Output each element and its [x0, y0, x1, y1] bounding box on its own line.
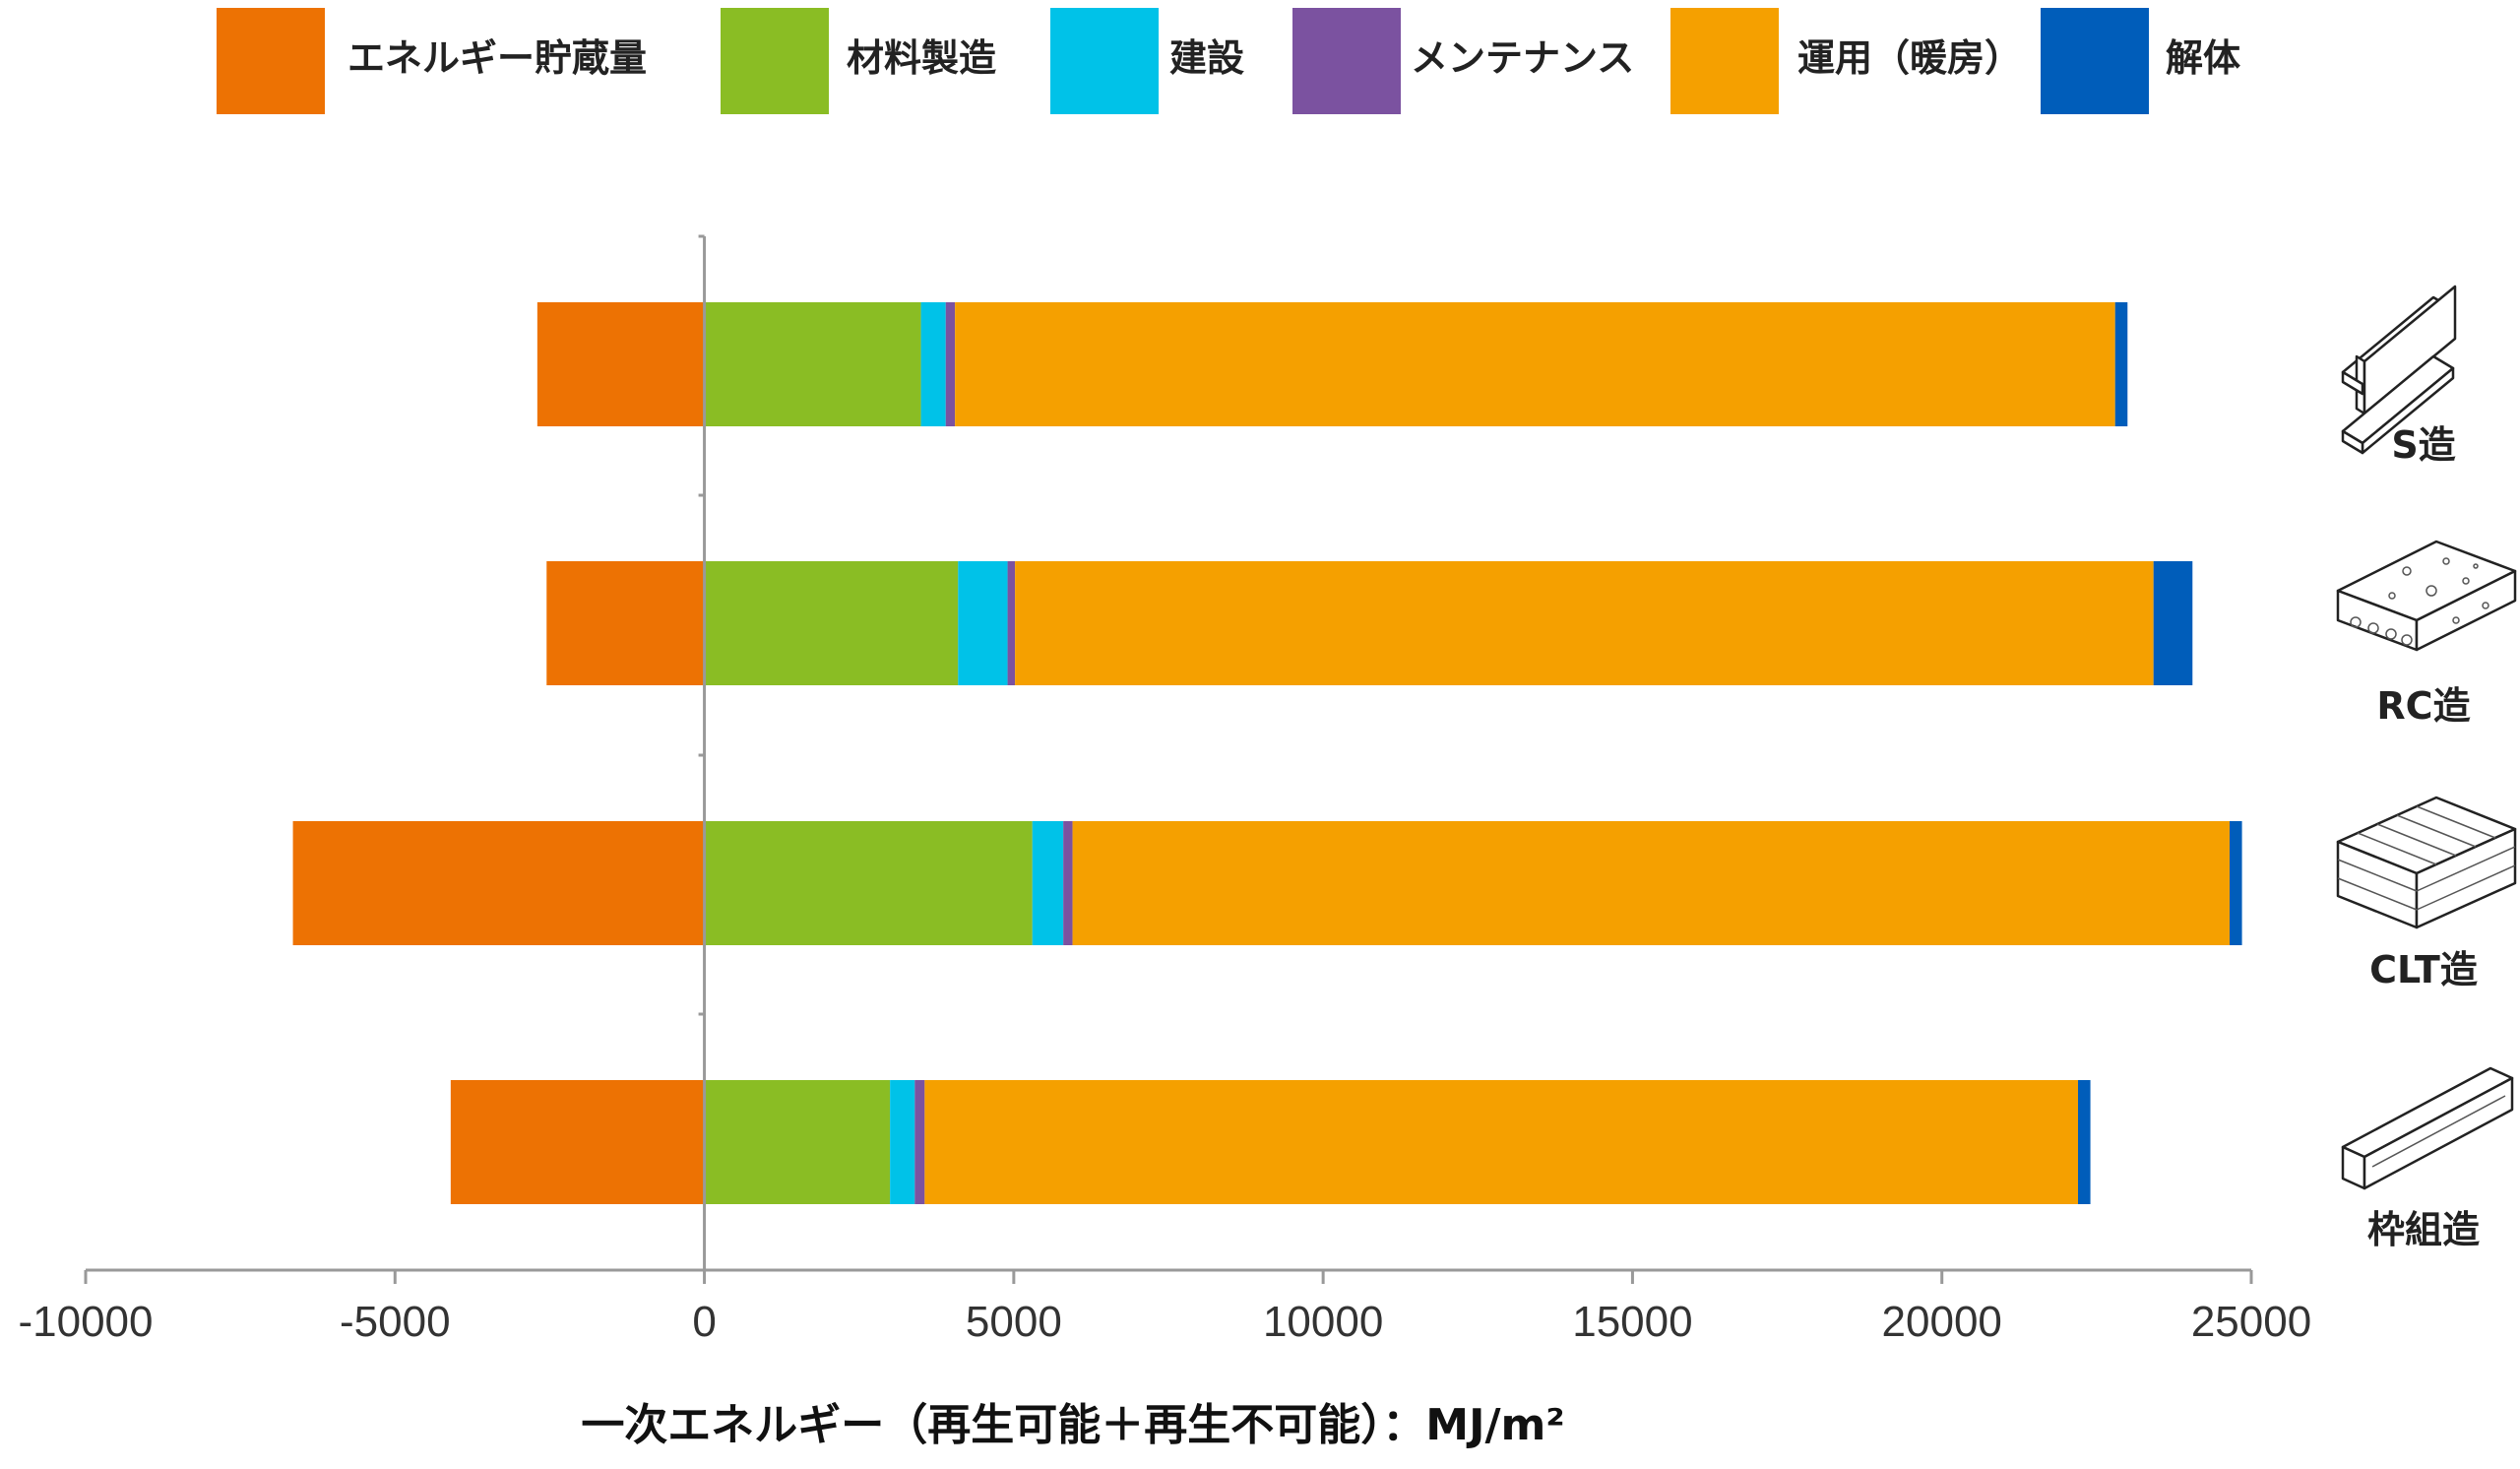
- legend-label: 材料製造: [847, 36, 996, 80]
- steel-h-beam-icon: [2341, 285, 2457, 455]
- bar-segment: [450, 1080, 705, 1204]
- timber-frame-icon: [2341, 1066, 2514, 1190]
- x-tick-label: 15000: [1572, 1298, 1692, 1346]
- bar-segment: [914, 1080, 925, 1204]
- legend-label: 建設: [1169, 36, 1244, 80]
- bar-segment: [1032, 821, 1064, 945]
- legend-swatch: [1670, 8, 1779, 114]
- bars: [292, 302, 2242, 1204]
- bar-segment: [704, 302, 921, 426]
- category-label: CLT造: [2369, 948, 2478, 991]
- bar-segment: [1015, 561, 2154, 685]
- bar-segment: [292, 821, 705, 945]
- legend-swatch: [721, 8, 829, 114]
- legend-label: 運用（暖房）: [1797, 36, 2022, 80]
- x-tick-label: -10000: [18, 1298, 153, 1346]
- bar-segment: [890, 1080, 915, 1204]
- bar-segment: [704, 821, 1033, 945]
- bar-segment: [924, 1080, 2079, 1204]
- x-tick-label: 0: [692, 1298, 716, 1346]
- bar-segment: [2114, 302, 2128, 426]
- x-tick-label: 20000: [1882, 1298, 2002, 1346]
- x-ticks: -10000 -5000 0 5000 10000 15000 20000 25000: [18, 1270, 2311, 1346]
- concrete-slab-icon: [2336, 540, 2517, 652]
- legend-swatch: [1292, 8, 1401, 114]
- bar-segment: [1072, 821, 2230, 945]
- bar-segment: [2230, 821, 2242, 945]
- legend-label: 解体: [2166, 36, 2240, 80]
- x-tick-label: 10000: [1263, 1298, 1383, 1346]
- clt-panel-icon: [2336, 796, 2517, 929]
- x-tick-label: 5000: [966, 1298, 1062, 1346]
- category-icons: [2336, 285, 2517, 1190]
- legend-swatch: [2041, 8, 2149, 114]
- bar-segment: [955, 302, 2115, 426]
- legend-label: メンテナンス: [1411, 36, 1634, 80]
- x-tick-label: 25000: [2191, 1298, 2311, 1346]
- x-axis-title: 一次エネルギー（再生可能＋再生不可能）：MJ/m²: [581, 1400, 1564, 1450]
- legend-swatch: [217, 8, 325, 114]
- bar-segment: [945, 302, 956, 426]
- legend-swatch: [1050, 8, 1159, 114]
- axes: [86, 234, 2251, 1272]
- bar-segment: [2153, 561, 2193, 685]
- bar-segment: [704, 561, 959, 685]
- bar-segment: [546, 561, 705, 685]
- bar-segment: [2078, 1080, 2091, 1204]
- legend-label: エネルギー貯蔵量: [347, 36, 647, 80]
- bar-segment: [1063, 821, 1073, 945]
- bar-segment: [920, 302, 946, 426]
- bar-segment: [958, 561, 1008, 685]
- bar-segment: [704, 1080, 891, 1204]
- x-tick-label: -5000: [340, 1298, 451, 1346]
- legend: エネルギー貯蔵量 材料製造 建設 メンテナンス 運用（暖房） 解体: [217, 8, 2240, 114]
- bar-segment: [536, 302, 705, 426]
- category-label: RC造: [2376, 684, 2470, 728]
- category-label: 枠組造: [2367, 1208, 2480, 1251]
- bar-segment: [1007, 561, 1016, 685]
- category-label: S造: [2391, 423, 2455, 467]
